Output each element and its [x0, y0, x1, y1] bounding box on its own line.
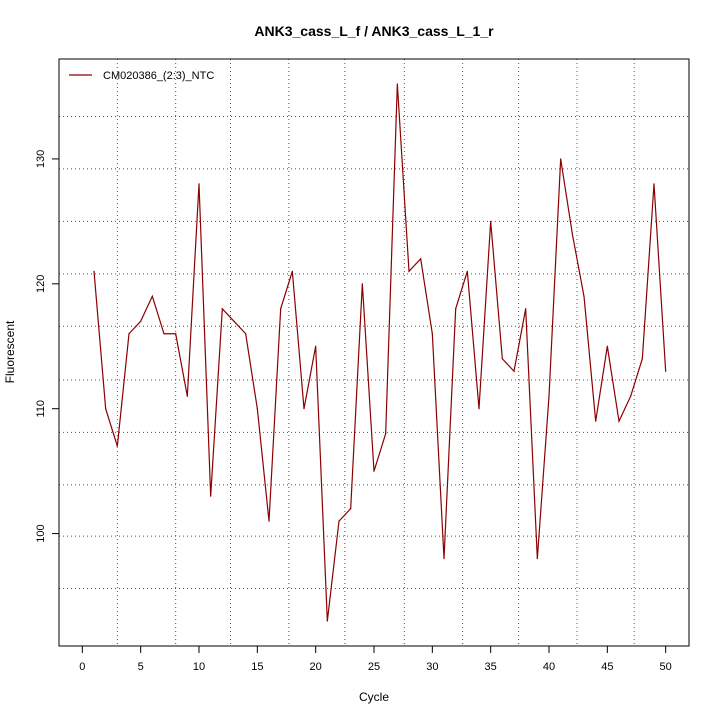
series-line-0	[93, 83, 667, 622]
y-axis: 100 110 120 130	[35, 150, 60, 543]
data-point	[221, 308, 223, 310]
x-axis-title: Cycle	[359, 690, 389, 704]
data-point	[116, 445, 118, 447]
data-point	[560, 158, 562, 160]
data-point	[385, 433, 387, 435]
x-tick-label-5: 5	[138, 661, 144, 673]
data-point	[466, 270, 468, 272]
x-tick-label-25: 25	[368, 661, 380, 673]
data-point	[210, 495, 212, 497]
data-point	[268, 520, 270, 522]
data-point	[175, 333, 177, 335]
data-point	[606, 345, 608, 347]
data-point	[151, 295, 153, 297]
data-point	[186, 395, 188, 397]
data-point	[583, 295, 585, 297]
x-tick-label-0: 0	[79, 661, 85, 673]
x-tick-label-45: 45	[601, 661, 613, 673]
legend-label-0: CM020386_(2:3)_NTC	[103, 70, 214, 82]
data-point	[128, 333, 130, 335]
data-point	[420, 258, 422, 260]
data-point	[513, 370, 515, 372]
data-point	[641, 358, 643, 360]
x-tick-label-50: 50	[660, 661, 672, 673]
y-tick-label-100: 100	[35, 524, 47, 542]
grid	[59, 59, 689, 646]
data-point	[350, 508, 352, 510]
y-tick-label-130: 130	[35, 150, 47, 168]
data-point	[280, 308, 282, 310]
data-point	[665, 370, 667, 372]
data-point	[361, 283, 363, 285]
data-point	[536, 557, 538, 560]
data-point	[245, 333, 247, 335]
x-tick-label-10: 10	[193, 661, 205, 673]
data-point	[431, 333, 433, 335]
data-point	[408, 270, 410, 272]
data-point	[163, 333, 165, 335]
data-point	[338, 520, 340, 522]
x-axis: 0 5 10 15 20 25 30 35 40 45 50	[79, 645, 672, 673]
data-point	[140, 320, 142, 322]
data-point	[105, 408, 107, 410]
data-point	[478, 408, 480, 410]
data-point	[455, 308, 457, 310]
y-tick-label-110: 110	[35, 400, 47, 418]
data-point	[256, 408, 258, 410]
data-point	[198, 183, 200, 185]
x-tick-label-40: 40	[543, 661, 555, 673]
data-point	[490, 220, 492, 222]
plot-frame	[58, 58, 690, 647]
data-point	[291, 270, 293, 272]
data-point	[653, 183, 655, 185]
x-tick-label-30: 30	[426, 661, 438, 673]
data-point	[525, 308, 527, 310]
series-layer	[93, 83, 667, 622]
data-point	[501, 358, 503, 360]
legend: CM020386_(2:3)_NTC	[69, 70, 214, 82]
data-point	[373, 470, 375, 472]
x-tick-label-20: 20	[310, 661, 322, 673]
data-point	[326, 620, 328, 622]
data-point	[303, 408, 305, 410]
x-tick-label-35: 35	[485, 661, 497, 673]
data-point	[618, 420, 620, 422]
chart-title: ANK3_cass_L_f / ANK3_cass_L_1_r	[254, 23, 494, 39]
data-point	[233, 320, 235, 322]
data-point	[93, 270, 95, 272]
data-point	[548, 395, 550, 397]
data-point	[571, 233, 573, 235]
data-point	[443, 557, 445, 560]
data-point	[595, 420, 597, 422]
x-tick-label-15: 15	[251, 661, 263, 673]
data-point	[630, 395, 632, 397]
data-point	[396, 83, 398, 85]
y-axis-title: Fluorescent	[3, 320, 17, 383]
data-point	[315, 345, 317, 347]
y-tick-label-120: 120	[35, 275, 47, 293]
